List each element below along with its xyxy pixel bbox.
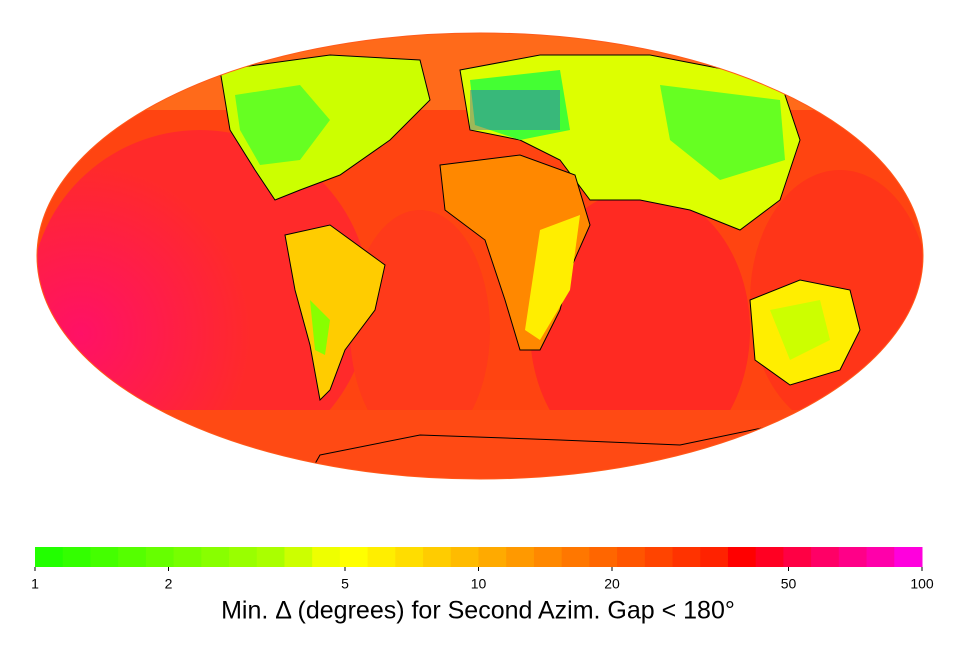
- colorbar-segment: [173, 547, 202, 567]
- tick-label: 5: [341, 576, 349, 592]
- map-outline: [36, 32, 924, 480]
- tick-label: 1: [31, 576, 39, 592]
- colorbar-segment: [90, 547, 119, 567]
- colorbar-segment: [644, 547, 674, 567]
- tick-label: 100: [910, 576, 934, 592]
- colorbar-segment: [423, 547, 452, 567]
- colorbar-segment: [450, 547, 479, 567]
- colorbar-segment: [533, 547, 563, 567]
- colorbar-segment: [838, 547, 868, 567]
- colorbar-segment: [700, 547, 729, 567]
- colorbar-segment: [727, 547, 757, 567]
- colorbar-segment: [894, 547, 923, 567]
- colorbar-segment: [506, 547, 535, 567]
- colorbar-segment: [589, 547, 618, 567]
- tick-label: 20: [604, 576, 620, 592]
- colorbar-segment: [35, 547, 64, 567]
- colorbar-segment: [201, 547, 230, 567]
- colorbar-segment: [672, 547, 701, 567]
- colorbar-segment: [866, 547, 895, 567]
- colorbar-segment: [617, 547, 646, 567]
- colorbar-segment: [284, 547, 313, 567]
- colorbar: 1 2 5 10 20 50 100: [31, 547, 934, 592]
- colorbar-segment: [811, 547, 840, 567]
- colorbar-label: Min. Δ (degrees) for Second Azim. Gap < …: [221, 597, 735, 625]
- colorbar-segment: [478, 547, 507, 567]
- tick-label: 10: [471, 576, 487, 592]
- colorbar-segment: [783, 547, 812, 567]
- colorbar-segment: [339, 547, 369, 567]
- colorbar-segment: [256, 547, 285, 567]
- tick-label: 50: [781, 576, 797, 592]
- colorbar-segment: [395, 547, 424, 567]
- colorbar-segment: [229, 547, 258, 567]
- tick-label: 2: [165, 576, 173, 592]
- colorbar-segment: [118, 547, 147, 567]
- colorbar-segment: [145, 547, 175, 567]
- colorbar-segment: [561, 547, 590, 567]
- colorbar-segment: [755, 547, 784, 567]
- colorbar-segment: [312, 547, 341, 567]
- colorbar-segment: [367, 547, 396, 567]
- colorbar-segment: [62, 547, 91, 567]
